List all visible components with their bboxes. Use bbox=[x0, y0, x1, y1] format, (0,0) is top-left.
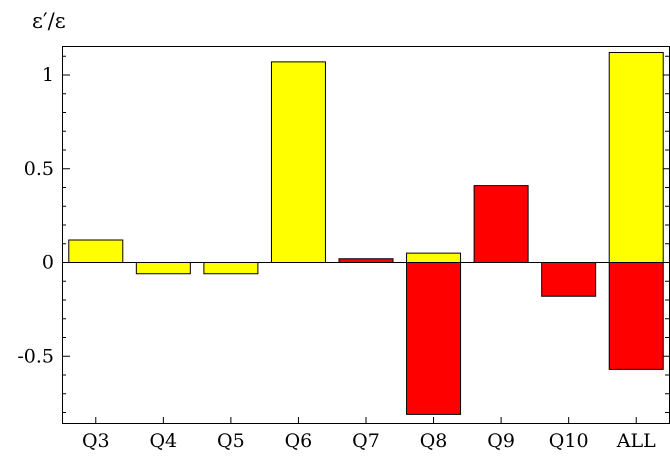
y-tick-label: 0.5 bbox=[24, 158, 54, 180]
bar-q5-yellow bbox=[203, 262, 259, 275]
bars bbox=[68, 52, 664, 415]
bar-q8-red bbox=[406, 262, 462, 415]
bar-q7-red bbox=[338, 258, 394, 263]
bar-q4-yellow bbox=[135, 262, 191, 275]
x-tick-label: Q9 bbox=[487, 430, 515, 452]
x-tick-label: ALL bbox=[616, 430, 656, 452]
bar-q8-yellow bbox=[406, 252, 462, 263]
x-tick-labels: Q3 Q4 Q5 Q6 Q7 Q8 Q9 Q10 ALL bbox=[82, 417, 656, 452]
x-tick-label: Q6 bbox=[285, 430, 313, 452]
y-tick-label: 0 bbox=[42, 252, 54, 274]
plot-frame bbox=[62, 46, 670, 424]
y-tick-labels: 1 0.5 0 -0.5 bbox=[17, 64, 54, 367]
bar-all-red bbox=[608, 262, 664, 370]
x-tick-label: Q10 bbox=[549, 430, 589, 452]
y-tick-label: 1 bbox=[42, 64, 54, 86]
x-tick-label: Q8 bbox=[420, 430, 448, 452]
minor-ticks bbox=[62, 55, 669, 413]
y-tick-label: -0.5 bbox=[17, 345, 54, 367]
bar-all-yellow bbox=[608, 52, 664, 263]
bar-q3-yellow bbox=[68, 239, 124, 263]
y-axis-title: ε′/ε bbox=[32, 9, 66, 33]
bar-q6-yellow bbox=[270, 61, 326, 263]
x-tick-label: Q5 bbox=[217, 430, 245, 452]
x-tick-label: Q3 bbox=[82, 430, 110, 452]
major-ticks bbox=[62, 74, 669, 357]
x-tick-label: Q4 bbox=[149, 430, 177, 452]
bar-q9-red bbox=[473, 185, 529, 263]
x-tick-label: Q7 bbox=[352, 430, 380, 452]
bar-q10-red bbox=[541, 262, 597, 297]
